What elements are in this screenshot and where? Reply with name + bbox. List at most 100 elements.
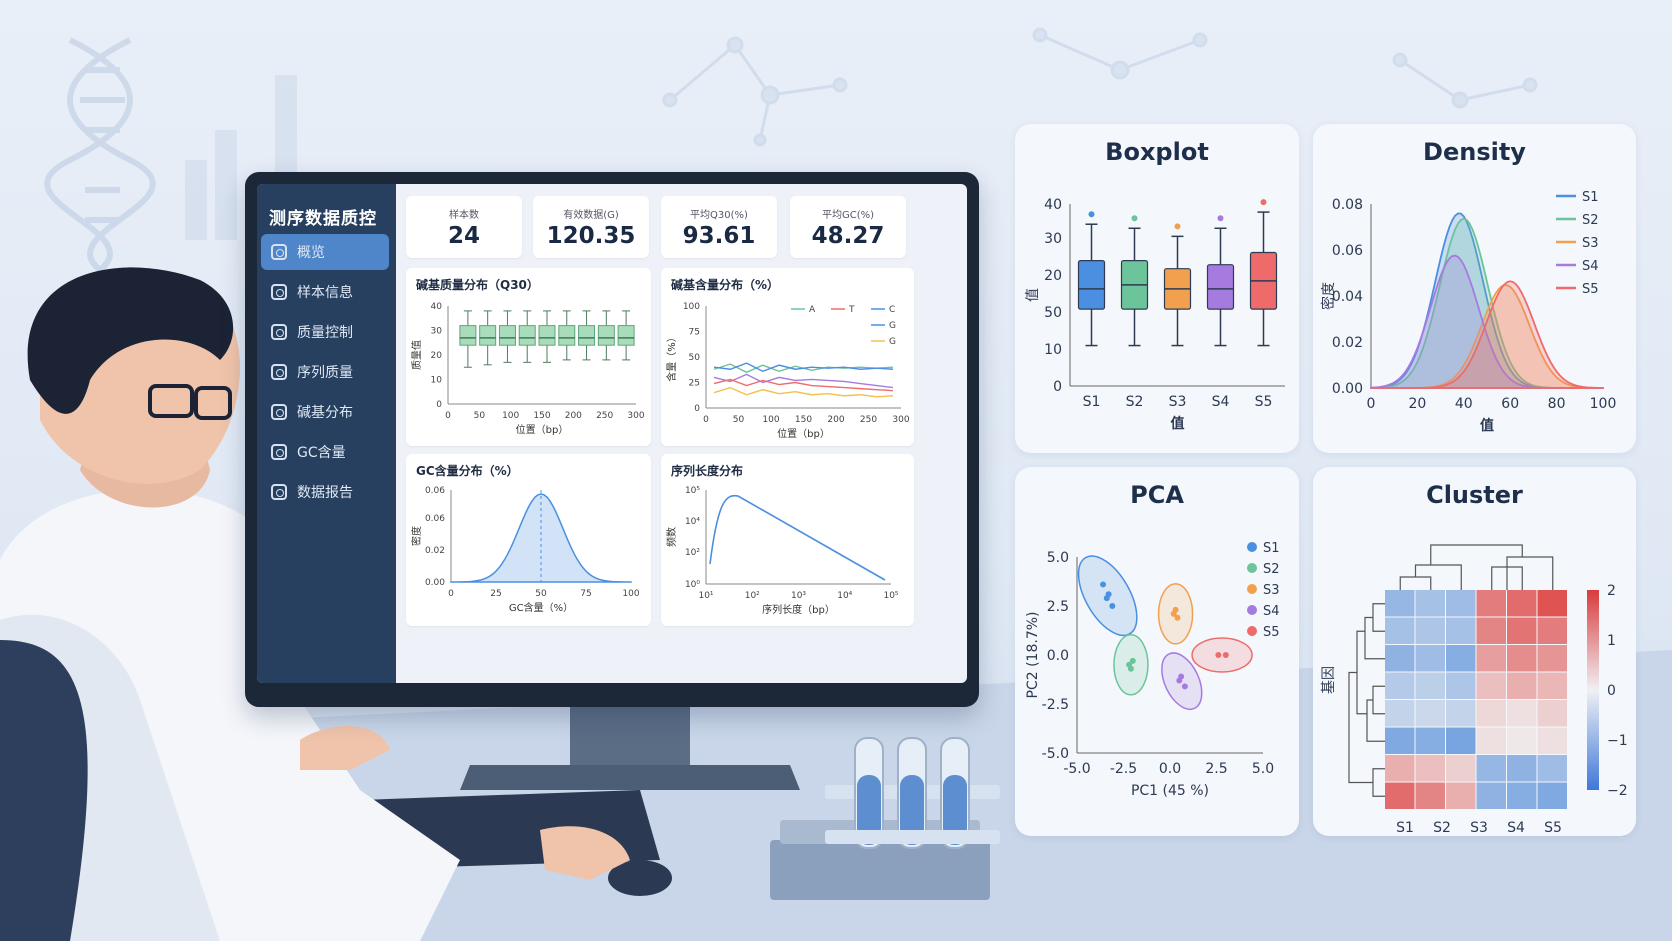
series-line xyxy=(713,362,894,373)
sidebar-item-label: 碱基分布 xyxy=(297,405,353,421)
heatmap-cell xyxy=(1446,617,1476,644)
chart-base-quality-svg: 0 10 20 30 40 0 50 100 150 200 250 300 位置（bp） 质量值 xyxy=(410,302,645,436)
x-tick-label: 10¹ xyxy=(698,591,713,601)
sidebar-item-base-distribution[interactable]: 碱基分布 xyxy=(261,394,389,430)
chart-base-content-svg: 0 25 50 75 100 0 50 100 150 200 250 300 位置（bp） 含量（%） A… xyxy=(665,302,910,440)
y-tick-label: 10 xyxy=(431,376,443,386)
heatmap-cell xyxy=(1507,727,1537,754)
data-point xyxy=(1129,657,1136,664)
gc-icon xyxy=(271,444,287,460)
y-tick-label: 0 xyxy=(694,404,700,414)
stat-card-effective-data: 有效数据(G) 120.35 xyxy=(533,196,649,258)
cluster-ellipse xyxy=(1191,637,1253,673)
book-stack xyxy=(770,840,990,900)
sample-icon xyxy=(271,284,287,300)
heatmap-cell xyxy=(1507,700,1537,727)
heatmap-cell xyxy=(1537,727,1567,754)
app-window: 测序数据质控 概览 样本信息 质量控制 序列质量 碱基分布 GC含量 数据报告 … xyxy=(257,184,967,683)
box-body xyxy=(498,325,516,346)
y-tick-label: 50 xyxy=(1044,305,1062,321)
chart-title: 碱基含量分布（%） xyxy=(671,278,780,292)
heatmap-cell xyxy=(1476,782,1506,809)
y-tick-label: 0.06 xyxy=(425,486,445,496)
heatmap-cell xyxy=(1415,727,1445,754)
chart-sequence-length: 序列长度分布 10⁰ 10² 10⁴ 10⁵ 10¹ 10² 10³ 10⁴ 10⁵ 序列长度（b… xyxy=(661,454,914,626)
panel-title: PCA xyxy=(1130,481,1184,509)
y-tick-label: 10⁰ xyxy=(685,580,700,590)
y-tick-label: 0.04 xyxy=(1332,289,1363,305)
heatmap-cell xyxy=(1507,617,1537,644)
x-tick-label: 50 xyxy=(733,415,745,425)
sidebar-item-data-report[interactable]: 数据报告 xyxy=(261,474,389,510)
y-tick-label: 0.06 xyxy=(1332,243,1363,259)
heatmap-cell xyxy=(1415,755,1445,782)
y-tick-label: 40 xyxy=(431,302,443,312)
x-tick-label: 25 xyxy=(490,589,501,599)
dashboard-content: 样本数 24 有效数据(G) 120.35 平均Q30(%) 93.61 平均GC(%… xyxy=(396,184,967,683)
x-tick-label: 100 xyxy=(762,415,779,425)
x-tick-label: 60 xyxy=(1501,396,1519,412)
y-tick-label: 30 xyxy=(431,327,443,337)
x-tick-label: 0.0 xyxy=(1159,761,1181,777)
chart-title: 序列长度分布 xyxy=(671,464,744,478)
y-axis-label: 值 xyxy=(1025,288,1041,302)
y-axis-label: 含量（%） xyxy=(665,332,678,382)
heatmap-cell xyxy=(1446,727,1476,754)
y-tick-label: 25 xyxy=(689,379,700,389)
heatmap-cell xyxy=(1415,617,1445,644)
x-axis-label: PC1 (45 %) xyxy=(1131,783,1209,799)
heatmap-cell xyxy=(1537,755,1567,782)
heatmap-cell xyxy=(1415,700,1445,727)
y-tick-label: 0 xyxy=(436,400,442,410)
sidebar-item-label: 概览 xyxy=(297,245,325,261)
x-tick-label: S2 xyxy=(1126,394,1144,410)
x-tick-label: S5 xyxy=(1255,394,1273,410)
legend-label: S3 xyxy=(1582,236,1599,251)
y-tick-label: 10⁵ xyxy=(685,486,700,496)
chart-base-quality: 碱基质量分布（Q30） 0 10 20 30 40 0 50 100 150 200 250 300 位… xyxy=(406,268,651,446)
box-body xyxy=(1077,260,1106,310)
heatmap-cell xyxy=(1446,700,1476,727)
box-body xyxy=(518,325,536,346)
legend-swatch xyxy=(1247,626,1257,636)
stat-card-samples: 样本数 24 xyxy=(406,196,522,258)
y-tick-label: 0.00 xyxy=(1332,381,1363,397)
stat-card-gc: 平均GC(%) 48.27 xyxy=(790,196,906,258)
base-icon xyxy=(271,404,287,420)
box-body xyxy=(558,325,576,346)
sidebar-item-overview[interactable]: 概览 xyxy=(261,234,389,270)
x-tick-label: 100 xyxy=(502,411,519,421)
sidebar-item-quality-control[interactable]: 质量控制 xyxy=(261,314,389,350)
x-tick-label: 50 xyxy=(535,589,547,599)
chart-gc-content: GC含量分布（%） 0.00 0.02 0.06 0.06 0 25 50 75 100 GC含量… xyxy=(406,454,651,626)
stat-label: 有效数据(G) xyxy=(563,210,619,221)
x-tick-label: -2.5 xyxy=(1110,761,1137,777)
y-tick-label: -5.0 xyxy=(1042,746,1069,762)
colorbar xyxy=(1587,590,1599,790)
outlier-point xyxy=(1131,215,1138,222)
heatmap-cell xyxy=(1476,672,1506,699)
data-point xyxy=(1215,652,1222,658)
chart-title: GC含量分布（%） xyxy=(416,464,519,478)
row-dendrogram xyxy=(1348,603,1385,797)
chart-base-content: 碱基含量分布（%） 0 25 50 75 100 0 50 100 150 200 250 300 位置… xyxy=(661,268,914,446)
monitor-base xyxy=(460,765,800,790)
stat-value: 24 xyxy=(447,223,480,249)
molecule-icon xyxy=(662,27,1538,147)
y-tick-label: 30 xyxy=(1044,231,1062,247)
x-tick-label: 5.0 xyxy=(1252,761,1274,777)
colorbar-tick-label: −1 xyxy=(1607,733,1628,749)
sidebar-item-gc-content[interactable]: GC含量 xyxy=(261,434,389,470)
box-body xyxy=(459,325,477,346)
box-body xyxy=(479,325,497,346)
y-tick-label: 10⁴ xyxy=(685,517,700,527)
data-point xyxy=(1176,677,1183,684)
sidebar-item-sample-info[interactable]: 样本信息 xyxy=(261,274,389,310)
y-tick-label: 0.02 xyxy=(425,546,445,556)
stat-value: 120.35 xyxy=(546,223,636,249)
heatmap-cell xyxy=(1385,755,1415,782)
y-tick-label: -2.5 xyxy=(1042,697,1069,713)
sidebar-item-sequence-quality[interactable]: 序列质量 xyxy=(261,354,389,390)
data-point xyxy=(1170,610,1177,617)
